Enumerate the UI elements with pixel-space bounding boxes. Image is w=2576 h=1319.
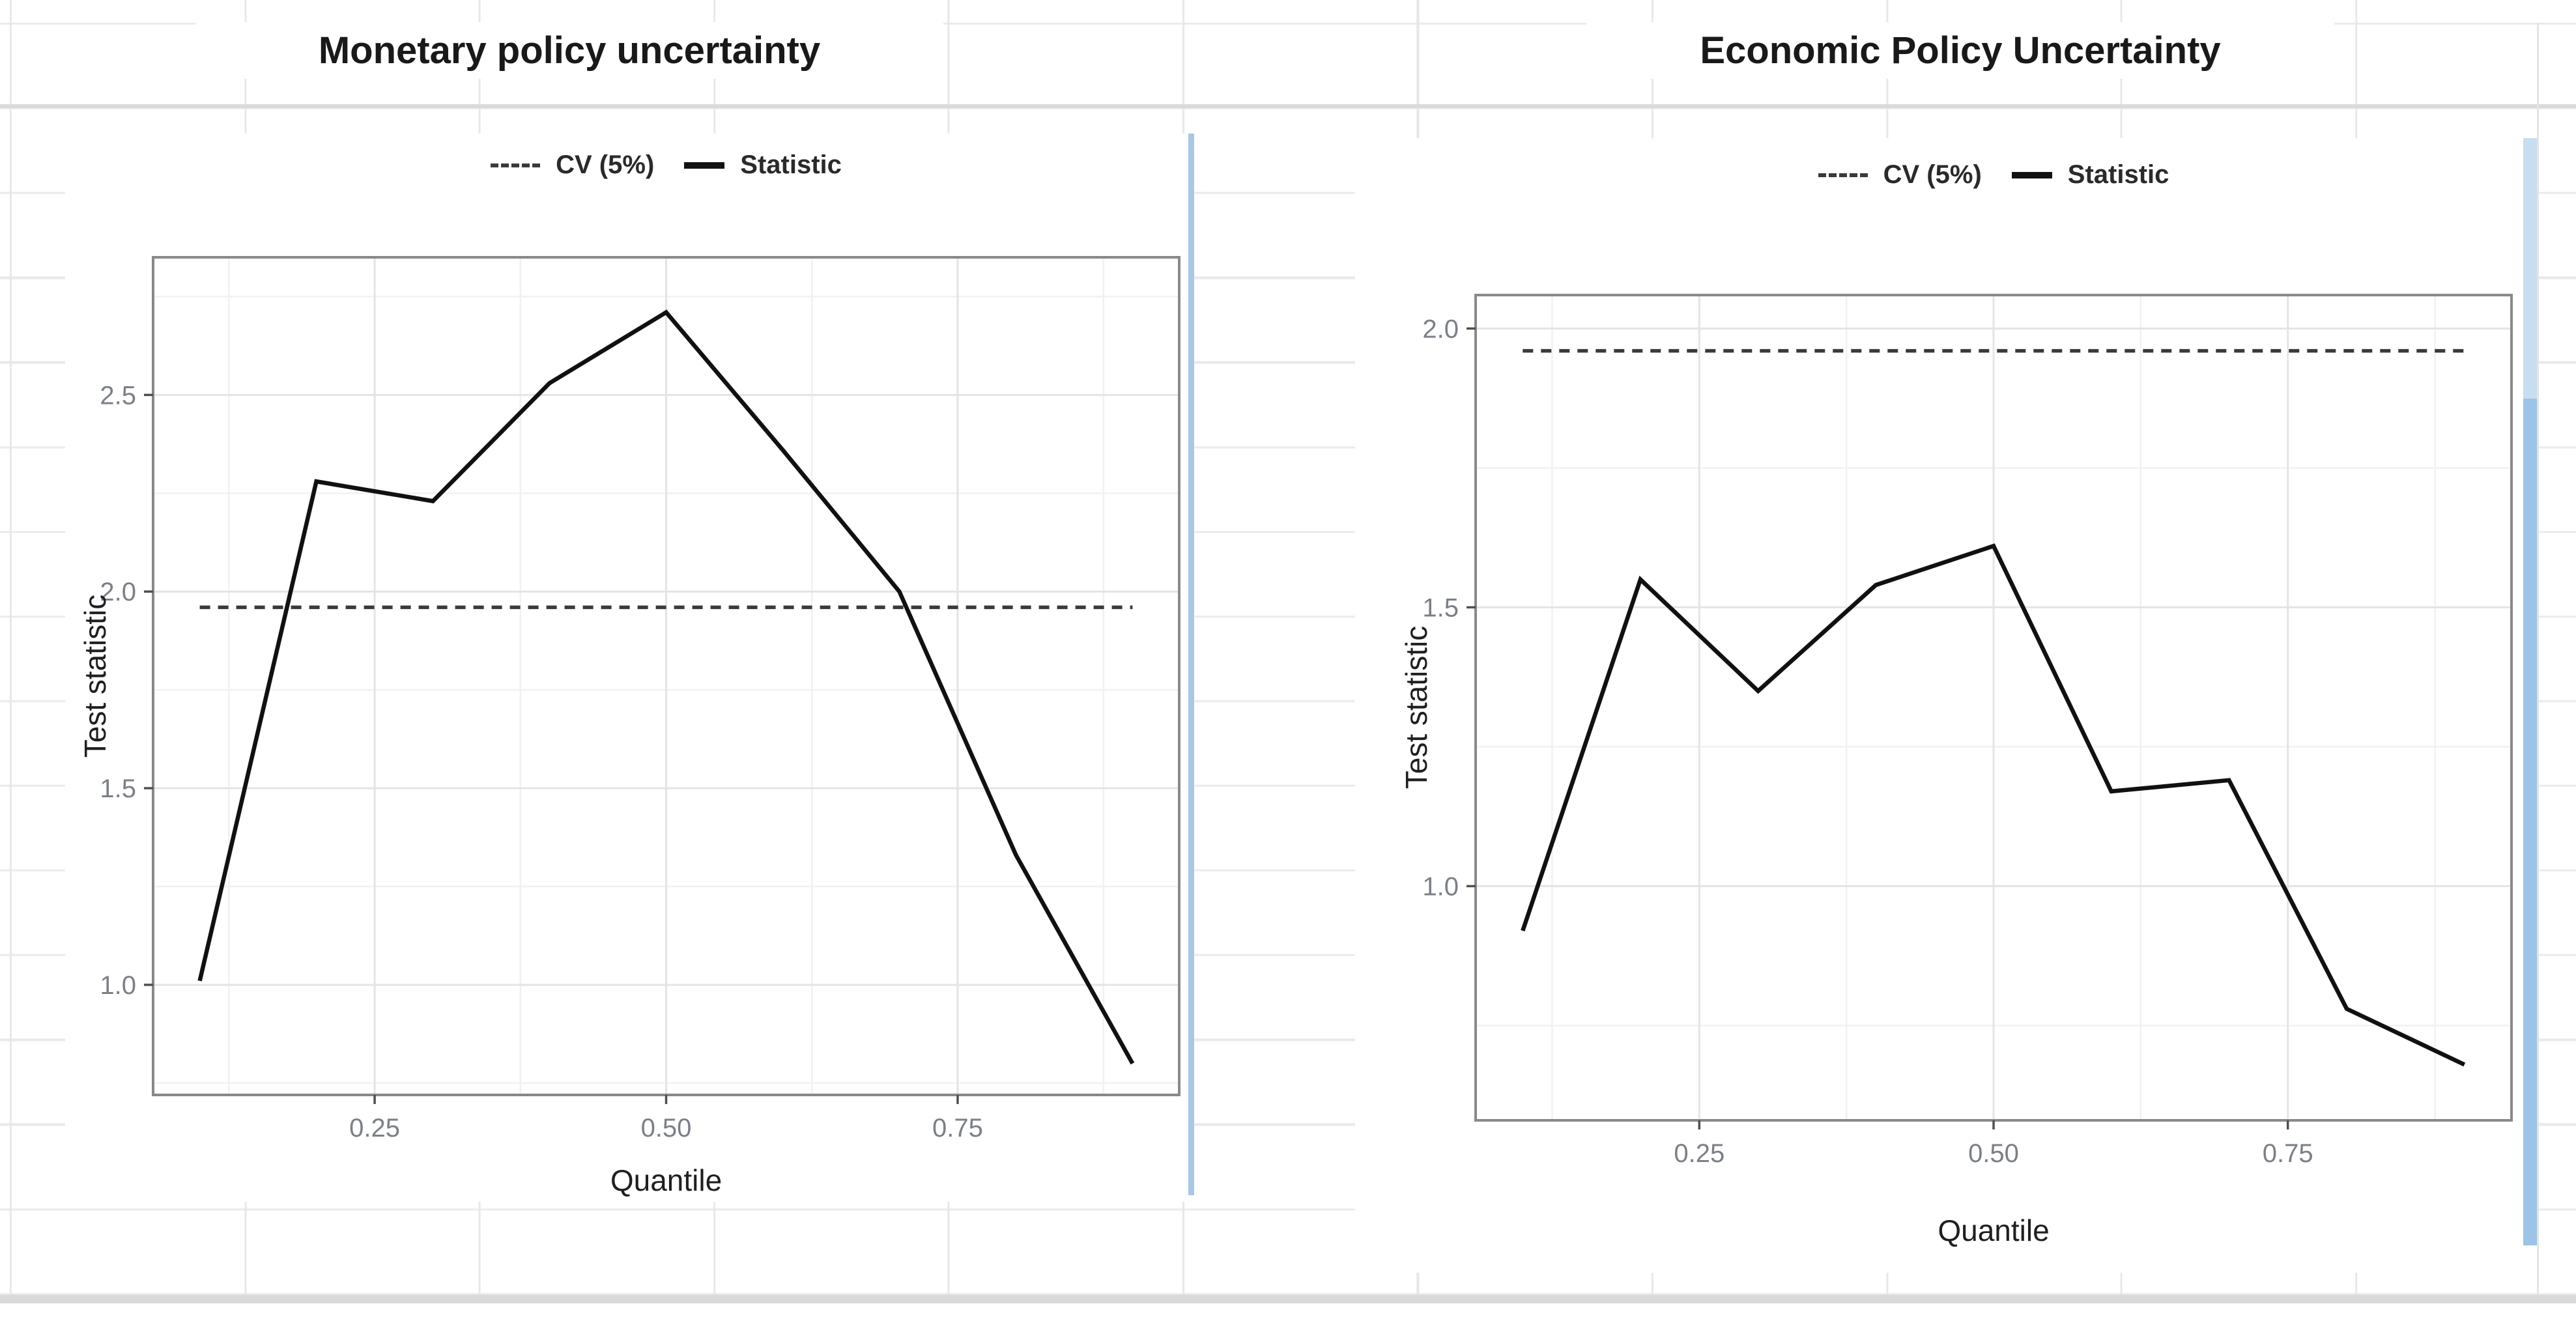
x-axis-title: Quantile bbox=[610, 1163, 723, 1197]
legend-label-statistic: Statistic bbox=[2067, 160, 2169, 189]
right-edge-blue-strip bbox=[2523, 138, 2537, 1245]
svg-text:0.50: 0.50 bbox=[641, 1114, 692, 1142]
svg-text:0.25: 0.25 bbox=[349, 1114, 400, 1142]
chart-title-monetary: Monetary policy uncertainty bbox=[195, 22, 943, 79]
plot-area-epu: 0.25 0.50 0.75 1.0 1.5 2.0 bbox=[1422, 294, 2513, 1168]
legend-item-statistic: Statistic bbox=[684, 150, 842, 180]
svg-text:2.0: 2.0 bbox=[100, 578, 136, 606]
plot-area-monetary: 0.25 0.50 0.75 1.0 1.5 2.0 2.5 bbox=[100, 256, 1181, 1142]
solid-line-icon bbox=[684, 162, 725, 169]
svg-text:0.50: 0.50 bbox=[1968, 1139, 2019, 1168]
sheet-column-border bbox=[2537, 23, 2539, 1295]
legend: CV (5%) Statistic bbox=[153, 150, 1179, 180]
dashed-line-icon bbox=[491, 163, 541, 167]
dashed-line-icon bbox=[1818, 173, 1868, 177]
svg-text:1.0: 1.0 bbox=[1422, 872, 1459, 901]
sheet-row-border bbox=[0, 104, 2576, 108]
y-axis-title: Test statistic bbox=[1399, 625, 1433, 789]
solid-line-icon bbox=[2011, 171, 2052, 178]
legend-item-statistic: Statistic bbox=[2011, 160, 2169, 190]
sheet-bottom-margin bbox=[0, 1303, 2576, 1319]
y-axis-title: Test statistic bbox=[78, 594, 112, 758]
svg-text:2.5: 2.5 bbox=[100, 381, 136, 410]
svg-text:0.75: 0.75 bbox=[932, 1114, 983, 1142]
x-axis-title: Quantile bbox=[1938, 1213, 2050, 1247]
image-edge-highlight bbox=[1188, 134, 1194, 1195]
chart-image-monetary[interactable]: CV (5%) Statistic 0.25 0.50 0.75 1.0 1.5 2.0 2… bbox=[65, 134, 1188, 1202]
svg-text:1.5: 1.5 bbox=[1422, 593, 1459, 622]
legend-item-cv: CV (5%) bbox=[1818, 160, 1982, 190]
legend-label-statistic: Statistic bbox=[740, 150, 842, 179]
legend-label-cv: CV (5%) bbox=[556, 150, 655, 179]
svg-text:0.25: 0.25 bbox=[1674, 1139, 1724, 1168]
chart-title-epu: Economic Policy Uncertainty bbox=[1586, 22, 2334, 79]
svg-text:1.0: 1.0 bbox=[100, 971, 136, 1000]
svg-text:1.5: 1.5 bbox=[100, 774, 136, 803]
chart-image-epu[interactable]: CV (5%) Statistic 0.25 0.50 0.75 1.0 1.5 2.0 … bbox=[1355, 138, 2523, 1273]
sheet-bottom-border bbox=[0, 1295, 2576, 1303]
legend-label-cv: CV (5%) bbox=[1883, 160, 1982, 189]
svg-text:2.0: 2.0 bbox=[1422, 315, 1459, 343]
legend-item-cv: CV (5%) bbox=[491, 150, 654, 180]
svg-text:0.75: 0.75 bbox=[2263, 1139, 2313, 1168]
legend: CV (5%) Statistic bbox=[1476, 160, 2512, 190]
